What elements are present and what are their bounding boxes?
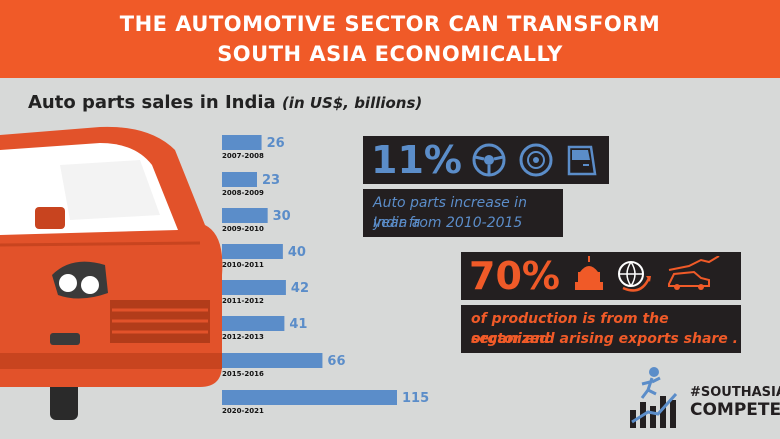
bar-value-label: 40 <box>288 245 306 260</box>
hashtag-line1: #SOUTHASIA <box>690 385 780 400</box>
stat2-value: 70% <box>469 254 560 298</box>
chart-subtitle: Auto parts sales in India (in US$, billi… <box>28 92 422 113</box>
category-label: 2020-2021 <box>222 407 264 415</box>
category-label: 2010-2011 <box>222 261 264 269</box>
chart-title: Auto parts sales in India <box>28 92 276 113</box>
bar-2015-2016 <box>222 353 323 368</box>
bar-2009-2010 <box>222 208 268 223</box>
category-label: 2009-2010 <box>222 225 264 233</box>
category-label: 2015-2016 <box>222 370 264 378</box>
category-label: 2007-2008 <box>222 152 264 160</box>
globe-arrow-icon <box>618 261 651 292</box>
stat1-value: 11% <box>371 138 462 182</box>
wheel-rim-icon <box>519 143 553 177</box>
bar-2012-2013 <box>222 316 285 331</box>
chart-unit: (in US$, billions) <box>281 94 423 112</box>
category-label: 2008-2009 <box>222 189 264 197</box>
south-asia-competes-logo-icon <box>630 367 678 428</box>
stat1-icons <box>472 143 597 177</box>
car-door-icon <box>567 145 597 176</box>
capitol-building-icon <box>575 256 603 290</box>
bar-value-label: 23 <box>262 173 280 188</box>
bar-value-label: 115 <box>402 391 429 406</box>
stat1-text-line2: year from 2010-2015 <box>373 215 523 231</box>
steering-wheel-icon <box>472 143 506 177</box>
bar-value-label: 41 <box>289 317 307 332</box>
bar-2020-2021 <box>222 390 397 405</box>
hashtag-line2: COMPETES <box>690 400 780 420</box>
header-title-line1: THE AUTOMOTIVE SECTOR CAN TRANSFORM <box>119 12 661 36</box>
header-banner: THE AUTOMOTIVE SECTOR CAN TRANSFORM SOUT… <box>0 0 780 78</box>
bar-value-label: 42 <box>291 281 309 296</box>
stat1-text-line1: Auto parts increase in India a <box>373 195 527 231</box>
bar-2011-2012 <box>222 280 286 295</box>
car-illustration-icon <box>0 126 223 420</box>
bar-2010-2011 <box>222 244 283 259</box>
stat1-text-panel: Auto parts increase in India a year from… <box>363 189 563 237</box>
stat2-panel: 70% <box>461 252 741 300</box>
car-growth-icon <box>668 256 720 290</box>
bar-2008-2009 <box>222 172 257 187</box>
bar-value-label: 30 <box>273 209 291 224</box>
bar-value-label: 66 <box>327 354 345 369</box>
stat2-icons <box>575 256 720 292</box>
category-label: 2012-2013 <box>222 333 264 341</box>
header-title-line2: SOUTH ASIA ECONOMICALLY <box>217 42 563 66</box>
bar-value-label: 26 <box>267 136 285 151</box>
stat2-text-panel: of production is from the organized sect… <box>461 305 741 353</box>
stat2-text-line2: sector and arising exports share . <box>471 331 738 347</box>
bar-2007-2008 <box>222 135 262 150</box>
stat2-text-line1: of production is from the organized <box>471 311 669 347</box>
stat1-panel: 11% <box>363 136 609 184</box>
category-label: 2011-2012 <box>222 297 264 305</box>
